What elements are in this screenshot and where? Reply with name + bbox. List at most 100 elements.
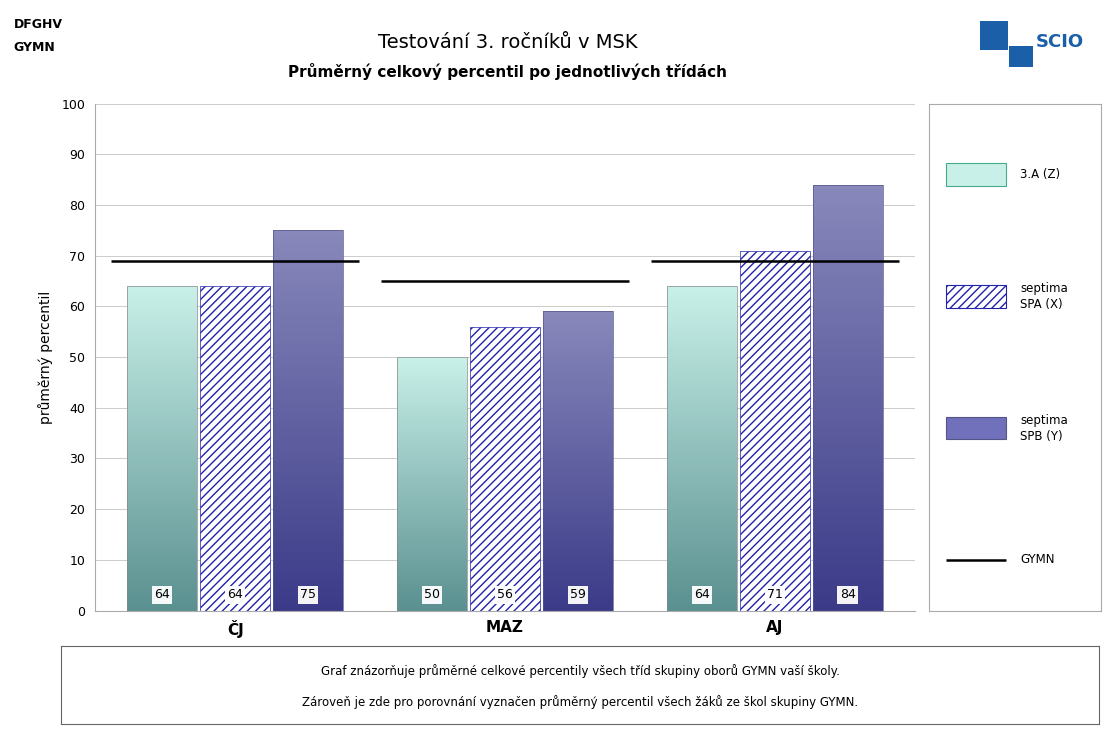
Bar bbox=[667, 451, 737, 453]
Bar bbox=[273, 238, 343, 240]
Bar bbox=[667, 286, 737, 288]
Bar bbox=[542, 403, 613, 404]
Bar bbox=[397, 392, 468, 394]
Bar bbox=[542, 437, 613, 439]
Bar bbox=[127, 318, 198, 320]
Bar bbox=[273, 559, 343, 561]
Bar bbox=[667, 299, 737, 300]
Bar bbox=[667, 432, 737, 434]
Bar bbox=[273, 320, 343, 322]
Bar bbox=[397, 591, 468, 593]
Bar bbox=[273, 578, 343, 580]
Bar bbox=[127, 345, 198, 346]
Bar bbox=[542, 401, 613, 403]
Text: Průměrný celkový percentil po jednotlivých třídách: Průměrný celkový percentil po jednotlivý… bbox=[288, 63, 728, 80]
Bar bbox=[200, 286, 270, 610]
Bar bbox=[667, 599, 737, 601]
Bar bbox=[397, 379, 468, 380]
Bar bbox=[397, 516, 468, 517]
Bar bbox=[273, 272, 343, 274]
Bar bbox=[812, 593, 883, 596]
Bar bbox=[397, 457, 468, 458]
Bar bbox=[273, 304, 343, 306]
Bar bbox=[273, 300, 343, 303]
Bar bbox=[273, 523, 343, 525]
Bar bbox=[273, 477, 343, 480]
Bar bbox=[397, 529, 468, 531]
Bar bbox=[542, 455, 613, 457]
Bar bbox=[812, 604, 883, 606]
Bar bbox=[397, 596, 468, 598]
Bar bbox=[542, 383, 613, 385]
Bar bbox=[812, 600, 883, 602]
Bar bbox=[273, 597, 343, 599]
Bar bbox=[127, 425, 198, 427]
Bar bbox=[542, 380, 613, 382]
Bar bbox=[127, 334, 198, 337]
Bar bbox=[273, 462, 343, 464]
Bar bbox=[667, 510, 737, 511]
Bar bbox=[397, 607, 468, 608]
Bar bbox=[397, 541, 468, 542]
Bar bbox=[127, 597, 198, 599]
Bar bbox=[812, 368, 883, 370]
Bar bbox=[812, 225, 883, 227]
Bar bbox=[273, 236, 343, 238]
Bar bbox=[397, 507, 468, 508]
Bar bbox=[273, 316, 343, 317]
Bar bbox=[273, 550, 343, 551]
Bar bbox=[812, 249, 883, 251]
Bar bbox=[667, 471, 737, 473]
Bar bbox=[945, 417, 1007, 440]
Bar bbox=[812, 517, 883, 519]
Bar bbox=[397, 400, 468, 401]
Bar bbox=[273, 605, 343, 607]
Bar bbox=[667, 500, 737, 502]
Bar bbox=[273, 508, 343, 510]
Bar bbox=[667, 403, 737, 405]
Bar bbox=[127, 539, 198, 541]
Bar bbox=[667, 393, 737, 394]
Bar bbox=[542, 460, 613, 461]
Bar bbox=[470, 326, 540, 610]
Bar bbox=[397, 568, 468, 570]
Bar bbox=[127, 571, 198, 574]
Bar bbox=[812, 283, 883, 285]
Bar bbox=[667, 427, 737, 428]
Bar bbox=[542, 584, 613, 585]
Bar bbox=[667, 367, 737, 369]
Bar bbox=[812, 448, 883, 451]
Bar bbox=[127, 317, 198, 318]
Bar bbox=[273, 356, 343, 357]
Bar bbox=[812, 255, 883, 257]
Bar bbox=[273, 599, 343, 601]
Bar bbox=[812, 353, 883, 355]
Bar bbox=[127, 448, 198, 450]
Bar bbox=[397, 502, 468, 504]
Bar bbox=[542, 540, 613, 542]
Bar bbox=[127, 455, 198, 457]
Bar bbox=[812, 276, 883, 278]
Bar bbox=[542, 325, 613, 326]
Bar bbox=[397, 600, 468, 602]
Text: Testování 3. ročníků v MSK: Testování 3. ročníků v MSK bbox=[378, 33, 637, 53]
Bar bbox=[667, 315, 737, 317]
Bar bbox=[273, 379, 343, 380]
Bar bbox=[542, 411, 613, 413]
Bar bbox=[667, 491, 737, 492]
Bar bbox=[273, 354, 343, 356]
Bar bbox=[273, 447, 343, 449]
Bar bbox=[273, 468, 343, 470]
Bar bbox=[397, 440, 468, 441]
Bar bbox=[397, 458, 468, 460]
Bar bbox=[273, 409, 343, 411]
Bar bbox=[812, 474, 883, 477]
Bar bbox=[273, 287, 343, 289]
Bar bbox=[397, 403, 468, 404]
Bar bbox=[812, 572, 883, 574]
Bar bbox=[667, 525, 737, 526]
Bar bbox=[127, 408, 198, 409]
Bar bbox=[667, 297, 737, 299]
Bar bbox=[127, 536, 198, 537]
Bar bbox=[397, 525, 468, 527]
